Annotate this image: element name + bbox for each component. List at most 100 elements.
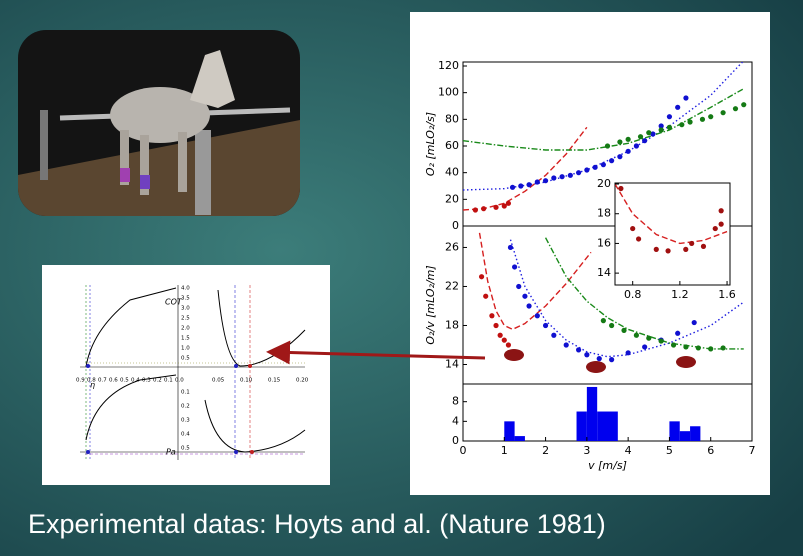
data-point [666, 114, 673, 120]
tick-label: 1.5 [181, 336, 190, 342]
tick-label: 0.5 [181, 446, 190, 452]
tick-label: 0.1 [164, 378, 173, 384]
y-tick-label: 8 [452, 395, 459, 408]
tick-label: 0.6 [109, 378, 118, 384]
data-point [720, 345, 726, 351]
fit-line [463, 88, 745, 151]
y-tick-label: 100 [438, 86, 459, 99]
data-point [635, 236, 642, 242]
marker [248, 364, 252, 368]
tick-label: 0.2 [153, 378, 162, 384]
data-point [653, 246, 659, 252]
data-point [600, 162, 606, 168]
data-point [497, 332, 503, 338]
y-tick-label: 4 [452, 414, 459, 427]
data-point [658, 123, 664, 129]
rail-post [195, 130, 211, 215]
data-point [526, 182, 532, 188]
tick-label: 0.9 [76, 378, 85, 384]
data-point [567, 172, 573, 178]
data-point [679, 122, 685, 128]
x-tick-label: 1.2 [671, 288, 689, 301]
data-point [642, 138, 648, 144]
marker [86, 364, 90, 368]
data-point [633, 332, 640, 338]
data-point [683, 246, 689, 252]
data-point [708, 114, 714, 120]
x-tick-label: 2 [542, 444, 549, 457]
tick-label: 4.0 [181, 286, 190, 292]
data-point [609, 357, 615, 363]
data-point [712, 225, 718, 232]
label: COT [165, 298, 183, 307]
data-point [666, 124, 673, 130]
tick-label: 1.0 [181, 346, 190, 352]
data-point [646, 335, 652, 341]
tick-label: 2.0 [181, 326, 190, 332]
data-point [576, 347, 582, 353]
data-point [609, 158, 615, 164]
data-point [596, 356, 602, 362]
data-point [483, 293, 489, 299]
data-point [493, 322, 499, 329]
data-point [489, 313, 495, 319]
rail-post [40, 110, 48, 180]
data-point [507, 244, 514, 251]
tick-label: 0.0 [175, 378, 184, 384]
horse-leg [178, 132, 187, 192]
data-point [625, 136, 631, 142]
tick-label: 0.8 [87, 378, 96, 384]
x-tick-label: 7 [749, 444, 756, 457]
data-point [505, 200, 512, 206]
data-point [563, 342, 569, 348]
marker [234, 450, 238, 454]
y-tick-label: 14 [597, 266, 611, 279]
data-point [534, 313, 540, 319]
data-point [542, 322, 549, 329]
plot-content [478, 232, 745, 363]
data-point [516, 283, 522, 290]
x-tick-label: 0.8 [624, 288, 642, 301]
data-point [600, 318, 606, 324]
curve [85, 374, 177, 441]
left-figure: COT η Pa 0.9 0.8 0.7 0.6 0.5 0.4 0.3 0.2 0.1 0.0 0… [76, 285, 309, 460]
data-point [695, 345, 701, 351]
data-point [691, 319, 697, 326]
bar [607, 411, 618, 441]
tick-label: 0.1 [181, 390, 190, 396]
x-tick-label: 5 [666, 444, 673, 457]
fit-line [615, 183, 728, 245]
y-axis-label: O₂/v [mLO₂/m] [424, 265, 437, 344]
tick-label: 0.15 [268, 378, 281, 384]
data-point [472, 207, 478, 213]
marker [250, 450, 254, 454]
y-tick-label: 22 [445, 279, 459, 292]
data-point [658, 338, 664, 344]
data-point [604, 143, 611, 149]
bar [514, 436, 525, 441]
data-point [689, 240, 695, 247]
data-point [687, 119, 693, 125]
data-point [621, 327, 627, 333]
y-tick-label: 16 [597, 236, 611, 249]
data-point [542, 178, 549, 184]
label: Pa [166, 448, 176, 457]
x-axis-label: v [m/s] [588, 459, 627, 472]
fit-line [509, 239, 745, 358]
fit-line [544, 237, 744, 350]
data-point [718, 208, 724, 214]
data-point [650, 131, 656, 137]
y-tick-label: 120 [438, 59, 459, 72]
x-tick-label: 4 [625, 444, 632, 457]
y-axis-label: O₂ [mLO₂/s] [424, 112, 437, 176]
data-point [584, 167, 590, 173]
data-point [576, 170, 582, 176]
data-point [642, 344, 648, 350]
data-point [518, 183, 524, 189]
label: η [90, 381, 95, 390]
data-point [512, 264, 518, 270]
data-point [509, 184, 516, 190]
tick-label: 3.5 [181, 296, 190, 302]
tick-label: 0.20 [296, 378, 309, 384]
tick-label: 0.10 [240, 378, 253, 384]
